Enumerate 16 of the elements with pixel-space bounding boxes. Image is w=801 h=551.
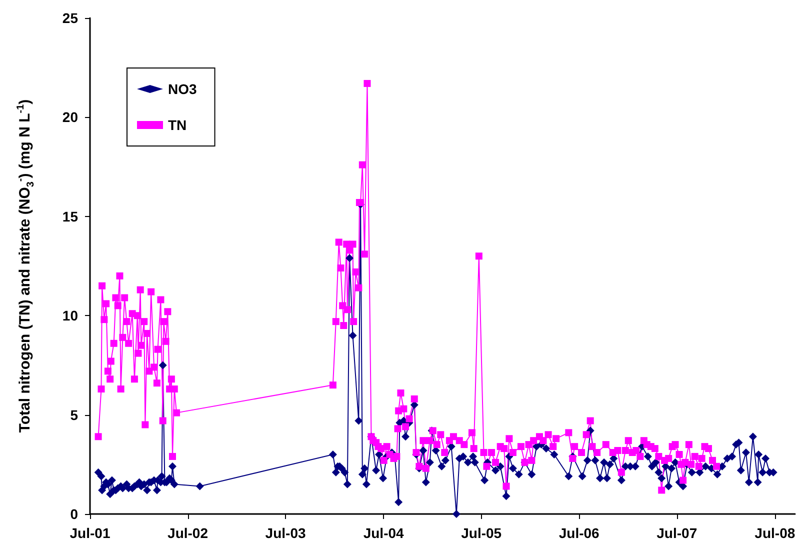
legend-label: NO3: [168, 81, 197, 97]
x-tick-label: Jul-01: [70, 525, 110, 541]
x-tick-label: Jul-08: [754, 525, 796, 541]
x-tick-label: Jul-02: [168, 525, 208, 541]
legend-label: TN: [168, 117, 187, 133]
y-tick-label: 0: [70, 506, 78, 522]
y-tick-label: 25: [62, 10, 78, 26]
x-tick-label: Jul-05: [461, 525, 502, 541]
x-tick-label: Jul-07: [656, 525, 698, 541]
y-tick-label: 15: [62, 208, 78, 224]
x-tick-label: Jul-06: [558, 525, 600, 541]
x-tick-label: Jul-04: [363, 525, 404, 541]
x-tick-label: Jul-03: [265, 525, 306, 541]
y-tick-label: 20: [62, 109, 78, 126]
y-tick-label: 10: [62, 308, 78, 324]
y-tick-label: 5: [70, 406, 78, 423]
